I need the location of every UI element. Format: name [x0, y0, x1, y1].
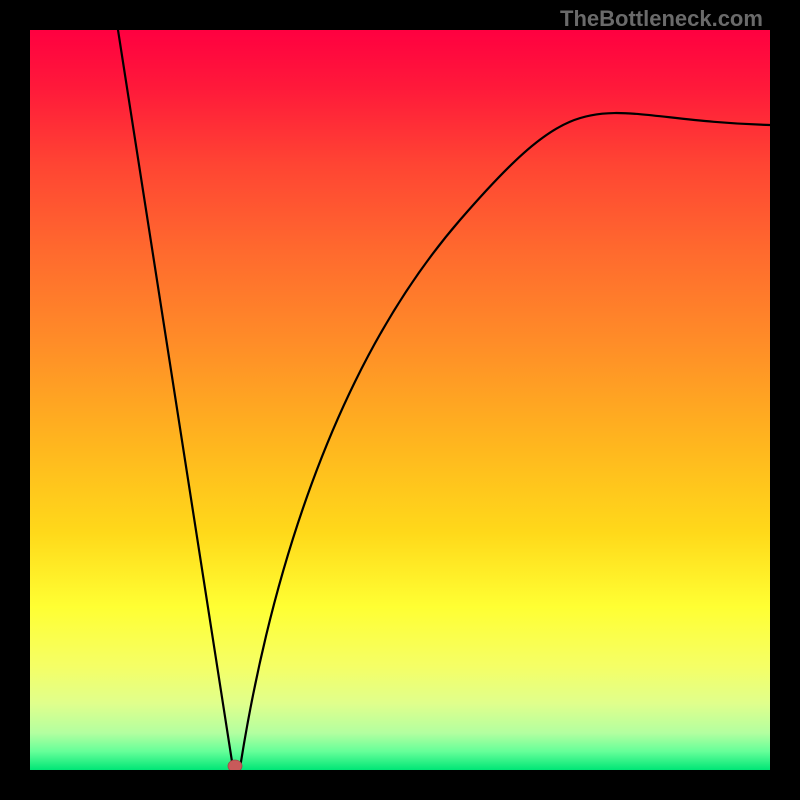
- curve-right-segment: [240, 113, 770, 768]
- watermark-text: TheBottleneck.com: [560, 6, 763, 32]
- bottleneck-marker: [228, 760, 242, 770]
- plot-area: [30, 30, 770, 770]
- curve-left-segment: [118, 30, 233, 768]
- bottleneck-curve: [30, 30, 770, 770]
